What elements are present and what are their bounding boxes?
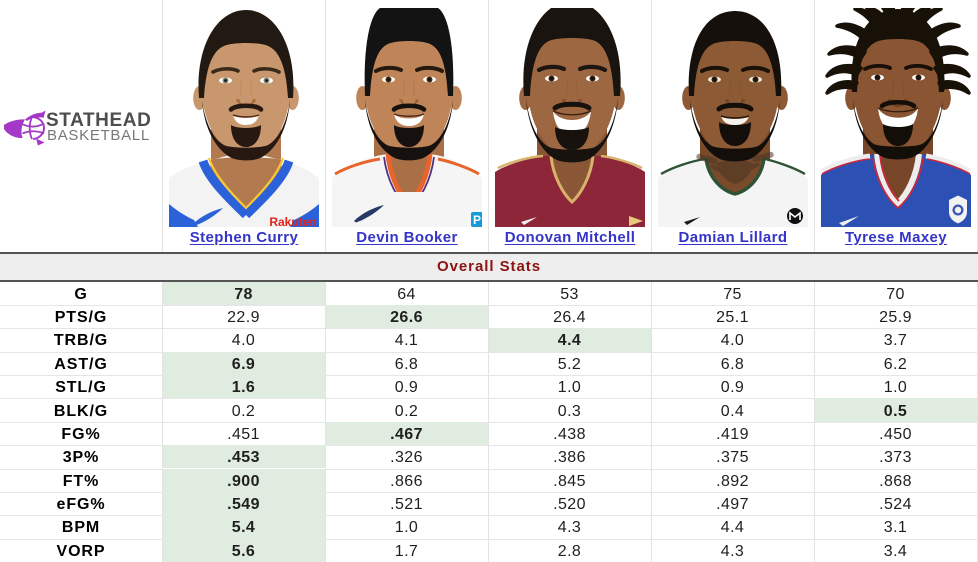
svg-text:STATHEAD: STATHEAD (46, 110, 151, 131)
svg-text:P: P (472, 213, 480, 227)
svg-text:Rakuten: Rakuten (269, 215, 316, 227)
svg-text:BASKETBALL: BASKETBALL (47, 127, 150, 144)
